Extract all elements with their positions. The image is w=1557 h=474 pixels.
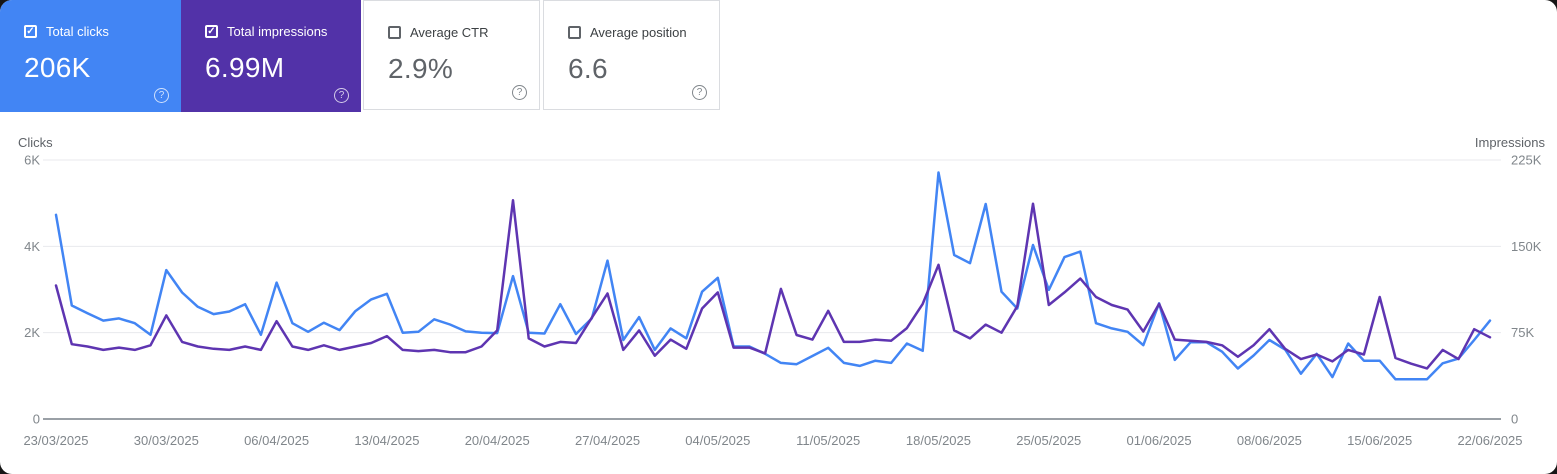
clicks-line [54,171,1492,381]
checkbox-unchecked-icon[interactable] [388,26,401,39]
checkbox-checked-icon[interactable]: ✓ [205,25,218,38]
metric-cards-row: ✓ Total clicks 206K ? ✓ Total impression… [0,0,720,112]
right-axis-tick-label: 150K [1511,239,1542,254]
left-axis-title: Clicks [18,135,53,150]
total-impressions-value: 6.99M [205,52,285,83]
x-axis-date-label: 18/05/2025 [906,433,971,448]
x-axis-date-label: 08/06/2025 [1237,433,1302,448]
help-icon[interactable]: ? [334,88,349,103]
x-axis-date-label: 01/06/2025 [1127,433,1192,448]
x-axis-date-label: 25/05/2025 [1016,433,1081,448]
left-axis-tick-label: 4K [24,239,40,254]
total-clicks-card[interactable]: ✓ Total clicks 206K ? [0,0,181,112]
left-axis-tick-label: 0 [33,412,40,427]
x-axis-date-label: 22/06/2025 [1457,433,1522,448]
total-impressions-label: Total impressions [227,24,328,39]
x-axis-date-label: 30/03/2025 [134,433,199,448]
help-icon[interactable]: ? [512,85,527,100]
total-clicks-value: 206K [24,52,91,83]
average-position-card[interactable]: Average position 6.6 ? [543,0,720,110]
x-axis-date-label: 27/04/2025 [575,433,640,448]
average-ctr-value: 2.9% [388,53,454,84]
x-axis-date-label: 23/03/2025 [23,433,88,448]
total-impressions-label-row: ✓ Total impressions [205,24,361,39]
total-impressions-card[interactable]: ✓ Total impressions 6.99M ? [181,0,361,112]
x-axis-date-label: 11/05/2025 [796,433,860,448]
checkbox-unchecked-icon[interactable] [568,26,581,39]
average-position-label-row: Average position [568,25,719,40]
average-ctr-label: Average CTR [410,25,489,40]
x-axis-date-label: 13/04/2025 [354,433,419,448]
average-ctr-label-row: Average CTR [388,25,539,40]
average-position-label: Average position [590,25,687,40]
left-axis-tick-label: 2K [24,325,40,340]
total-clicks-label-row: ✓ Total clicks [24,24,181,39]
x-axis-date-label: 20/04/2025 [465,433,530,448]
impressions-line [54,199,1492,370]
x-axis-date-label: 04/05/2025 [685,433,750,448]
average-ctr-card[interactable]: Average CTR 2.9% ? [363,0,540,110]
help-icon[interactable]: ? [692,85,707,100]
average-position-value: 6.6 [568,53,608,84]
right-axis-tick-label: 75K [1511,325,1534,340]
right-axis-tick-label: 225K [1511,153,1542,168]
checkbox-checked-icon[interactable]: ✓ [24,25,37,38]
left-axis-tick-label: 6K [24,153,40,168]
x-axis-date-label: 06/04/2025 [244,433,309,448]
x-axis-date-label: 15/06/2025 [1347,433,1412,448]
right-axis-tick-label: 0 [1511,412,1518,427]
total-clicks-label: Total clicks [46,24,109,39]
right-axis-title: Impressions [1475,135,1546,150]
help-icon[interactable]: ? [154,88,169,103]
